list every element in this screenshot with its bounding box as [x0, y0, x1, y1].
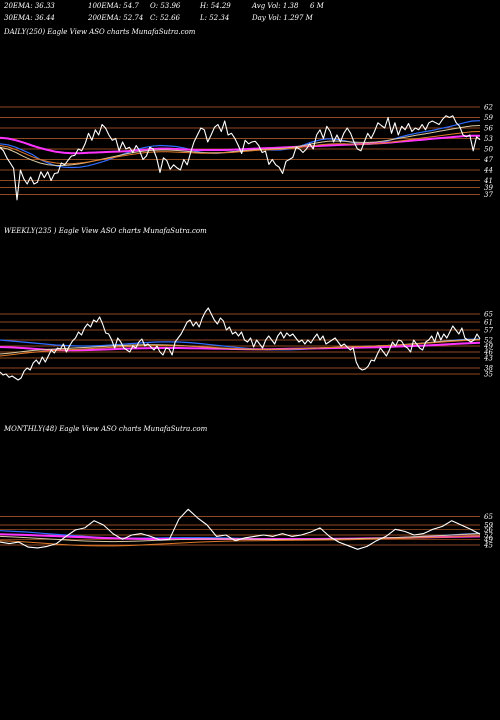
tick-label: 49 — [483, 536, 493, 544]
daily-panel-label: DAILY(250) Eagle View ASO charts MunafaS… — [3, 28, 196, 36]
tick-label: 62 — [484, 104, 493, 112]
tick-label: 52 — [484, 337, 493, 345]
tick-label: 38 — [484, 365, 493, 373]
tick-label: 43 — [483, 355, 493, 363]
tick-label: 46 — [483, 349, 493, 357]
tick-label: 39 — [484, 184, 493, 192]
stat-period: 6 M — [310, 2, 325, 10]
ema-line-orange — [0, 339, 481, 357]
tick-label: 37 — [484, 191, 493, 199]
tick-label: 52 — [484, 532, 493, 540]
stat-30ema: 30EMA: 36.44 — [4, 14, 55, 22]
tick-label: 57 — [484, 327, 493, 335]
tick-label: 56 — [484, 125, 493, 133]
tick-label: 41 — [483, 177, 493, 185]
price-line — [0, 115, 481, 201]
tick-label: 53 — [484, 135, 493, 143]
stat-200ema: 200EMA: 52.74 — [87, 14, 143, 22]
monthly-panel-label: MONTHLY(48) Eagle View ASO charts Munafa… — [3, 425, 208, 433]
tick-label: 44 — [483, 167, 493, 175]
stat-100ema: 100EMA: 54.7 — [88, 2, 139, 10]
tick-label: 56 — [484, 526, 493, 534]
stat-avg-vol: Avg Vol: 1.38 — [251, 2, 299, 10]
tick-label: 49 — [483, 343, 493, 351]
ema-line-tan — [0, 125, 481, 166]
tick-label: 45 — [483, 542, 493, 550]
header-stats: 20EMA: 36.33 100EMA: 54.7 O: 53.96 H: 54… — [3, 2, 325, 22]
tick-label: 65 — [484, 513, 493, 521]
stat-20ema: 20EMA: 36.33 — [3, 2, 55, 10]
weekly-panel-label: WEEKLY(235 ) Eagle View ASO charts Munaf… — [4, 227, 207, 235]
tick-label: 35 — [484, 371, 493, 379]
price-line — [0, 508, 481, 550]
stat-day-vol: Day Vol: 1.297 M — [251, 14, 314, 22]
ema-line-orange — [0, 131, 481, 165]
tick-label: 61 — [484, 319, 493, 327]
price-line — [0, 307, 481, 381]
tick-label: 47 — [483, 156, 493, 164]
tick-label: 59 — [484, 522, 493, 530]
stat-open: O: 53.96 — [150, 2, 181, 10]
tick-label: 65 — [484, 311, 493, 319]
stat-low: L: 52.34 — [199, 14, 229, 22]
tick-label: 59 — [484, 114, 493, 122]
ema-line-orange — [0, 535, 481, 547]
stat-high: H: 54.29 — [199, 2, 231, 10]
stat-close: C: 52.66 — [150, 14, 181, 22]
tick-label: 50 — [484, 146, 493, 154]
